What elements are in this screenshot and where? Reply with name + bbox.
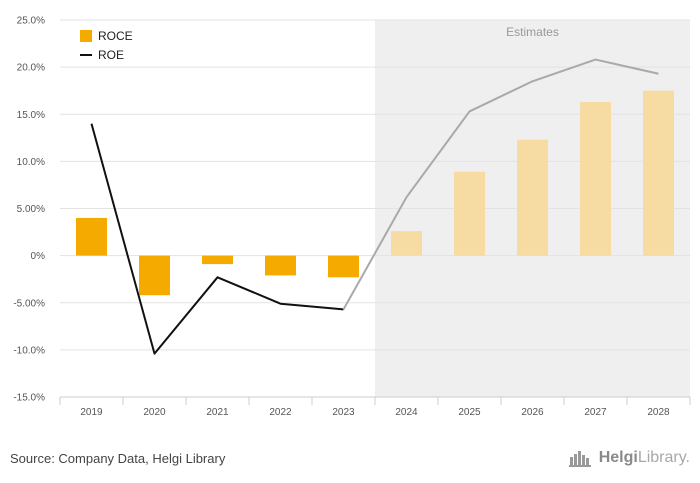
logo-text-helgi: Helgi [598, 449, 638, 466]
x-tick-label: 2021 [206, 407, 229, 418]
x-tick-label: 2028 [647, 407, 670, 418]
y-tick-label: -15.0% [13, 393, 45, 404]
x-axis: 2019 2020 2021 2022 2023 2024 2025 2026 2027 2028 [59, 396, 691, 418]
y-tick-label: -5.00% [13, 298, 45, 309]
source-note: Source: Company Data, Helgi Library [10, 451, 226, 466]
y-tick-label: 10.0% [17, 157, 45, 168]
roce-bar [139, 255, 170, 296]
x-tick-label: 2022 [269, 407, 292, 418]
legend-swatch-roce [80, 30, 92, 42]
legend-label-roe: ROE [98, 48, 124, 62]
roe-line-estimate [342, 58, 659, 310]
y-tick-label: 20.0% [17, 63, 45, 74]
x-tick-label: 2023 [332, 407, 355, 418]
x-tick-label: 2025 [458, 407, 481, 418]
y-tick-label: 5.00% [17, 204, 45, 215]
roce-bar [328, 255, 359, 278]
x-tick-label: 2019 [80, 407, 103, 418]
x-tick-label: 2027 [584, 407, 607, 418]
helgi-library-logo-icon [568, 451, 591, 467]
roce-bar [580, 101, 611, 256]
helgi-library-logo: Helgi Library. [568, 449, 690, 467]
roce-bar [202, 255, 233, 265]
x-tick-label: 2024 [395, 407, 418, 418]
roce-bars [76, 90, 674, 296]
roe-line [90, 58, 659, 355]
chart: 25.0% 20.0% 15.0% 10.0% 5.00% 0% -5.00% -10.0% -… [13, 16, 691, 418]
legend-label-roce: ROCE [98, 29, 133, 43]
x-tick-label: 2020 [143, 407, 166, 418]
x-tick-label: 2026 [521, 407, 544, 418]
y-tick-label: 25.0% [17, 16, 45, 27]
y-tick-label: -10.0% [13, 345, 45, 356]
roce-bar [454, 171, 485, 256]
y-tick-label: 15.0% [17, 110, 45, 121]
y-tick-label: 0% [31, 251, 46, 262]
roce-bar [76, 217, 107, 256]
roce-bar [643, 90, 674, 256]
y-axis-ticks: 25.0% 20.0% 15.0% 10.0% 5.00% 0% -5.00% -10.0% -… [13, 16, 45, 404]
roce-bar [517, 139, 548, 256]
logo-text-library: Library. [637, 449, 690, 466]
legend: ROCE ROE [80, 29, 133, 62]
estimates-label: Estimates [506, 25, 559, 39]
roce-bar [391, 231, 422, 256]
roe-line-actual [90, 123, 344, 355]
roce-bar [265, 255, 296, 276]
